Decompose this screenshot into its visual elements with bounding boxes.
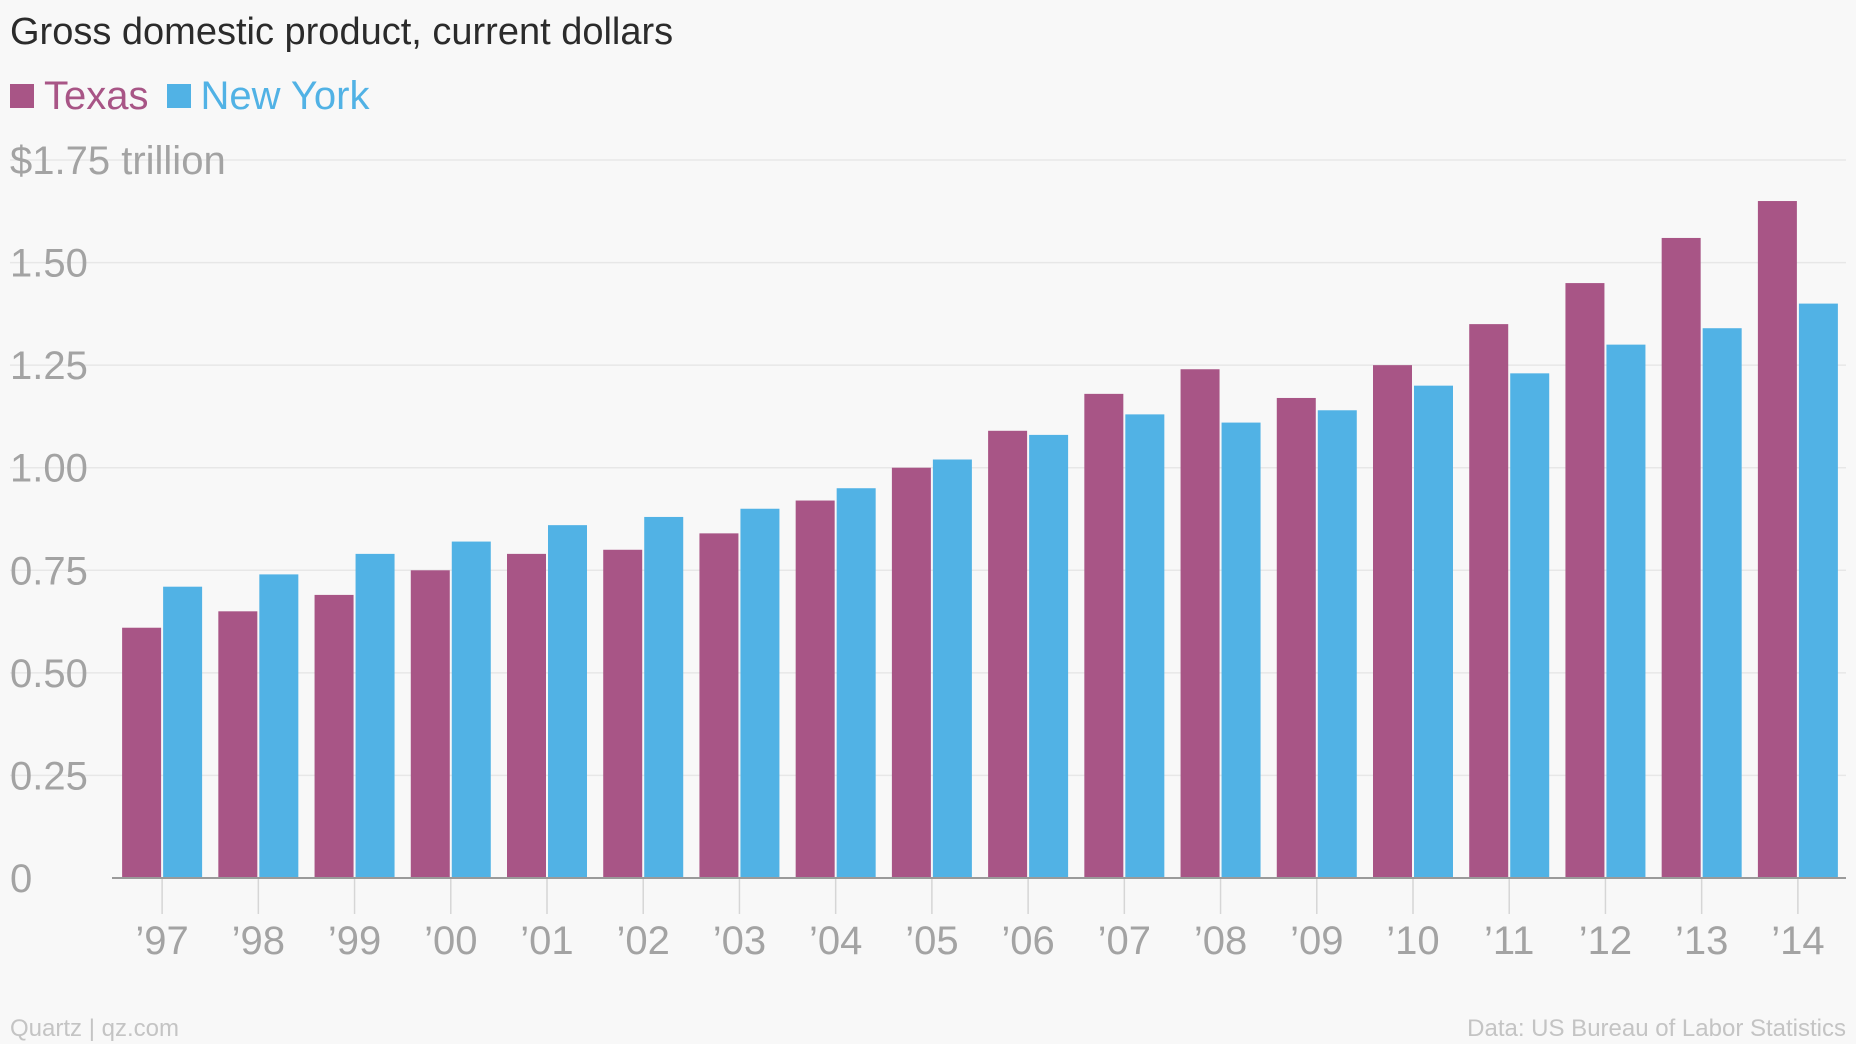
legend: Texas New York [10, 72, 387, 120]
x-tick-label: ’01 [520, 919, 573, 963]
x-tick-label: ’08 [1194, 919, 1247, 963]
bar-new-york [355, 553, 395, 878]
legend-swatch-new-york [166, 84, 191, 108]
bar-texas [218, 611, 258, 878]
bar-new-york [1125, 414, 1165, 878]
y-tick-label: 1.00 [10, 447, 88, 491]
y-tick-label: 0.75 [10, 549, 88, 593]
bar-new-york [163, 586, 203, 878]
x-tick-label: ’98 [232, 919, 285, 963]
bar-new-york [932, 459, 972, 878]
y-tick-label: 0.50 [10, 652, 88, 696]
legend-swatch-texas [10, 84, 34, 108]
footer-source: Data: US Bureau of Labor Statistics [1467, 1015, 1846, 1042]
x-tick-label: ’07 [1098, 919, 1151, 963]
y-tick-label: 0.25 [10, 754, 88, 798]
legend-item-texas: Texas [10, 72, 149, 120]
bar-texas [122, 627, 162, 878]
bar-new-york [644, 516, 684, 878]
x-tick-label: ’02 [617, 919, 670, 963]
x-tick-label: ’03 [713, 919, 766, 963]
bar-texas [795, 500, 835, 878]
bar-texas [1565, 283, 1605, 879]
bar-texas [988, 430, 1028, 878]
x-tick-label: ’04 [809, 919, 862, 963]
bar-texas [1661, 237, 1701, 878]
bar-texas [891, 467, 931, 878]
x-tick-label: ’00 [424, 919, 477, 963]
y-tick-label: 1.25 [10, 344, 88, 388]
bar-new-york [1510, 373, 1550, 878]
bar-new-york [740, 508, 780, 878]
chart-title: Gross domestic product, current dollars [10, 11, 674, 53]
bar-new-york [836, 488, 876, 878]
bar-chart: 0 0.25 0.50 0.75 1.00 1.25 1.50 $1.75 trillion ’… [10, 139, 1846, 963]
x-tick-label: ’12 [1579, 919, 1632, 963]
bar-new-york [1414, 385, 1453, 878]
bar-texas [1084, 393, 1124, 878]
bar-new-york [1798, 303, 1838, 879]
bar-texas [699, 533, 739, 878]
x-tick-label: ’10 [1386, 919, 1439, 963]
bar-new-york [548, 525, 587, 878]
bar-new-york [1029, 434, 1069, 878]
footer-credit: Quartz | qz.com [10, 1015, 179, 1042]
bar-texas [1180, 369, 1220, 878]
y-tick-label: $1.75 trillion [10, 139, 226, 183]
x-tick-label: ’14 [1771, 919, 1824, 963]
bar-texas [603, 549, 643, 878]
bar-texas [507, 553, 546, 878]
x-tick-label: ’13 [1675, 919, 1728, 963]
bar-texas [410, 570, 450, 878]
bar-new-york [451, 541, 491, 878]
bar-new-york [1221, 422, 1261, 878]
legend-label-texas: Texas [44, 74, 149, 118]
y-tick-label: 1.50 [10, 242, 88, 286]
bar-texas [1276, 397, 1316, 878]
bar-texas [314, 594, 354, 878]
bar-new-york [1317, 410, 1357, 878]
bar-new-york [259, 574, 299, 878]
legend-item-new-york: New York [166, 72, 370, 120]
x-tick-label: ’06 [1001, 919, 1054, 963]
x-tick-label: ’09 [1290, 919, 1343, 963]
legend-label-new-york: New York [200, 74, 370, 118]
x-tick-label: ’11 [1484, 919, 1534, 963]
bar-new-york [1606, 344, 1646, 879]
y-tick-label: 0 [10, 857, 32, 901]
x-tick-label: ’99 [328, 919, 381, 963]
bar-texas [1757, 201, 1797, 878]
bar-new-york [1702, 328, 1742, 878]
bar-texas [1469, 324, 1509, 879]
bar-texas [1373, 365, 1412, 879]
x-tick-label: ’05 [905, 919, 958, 963]
x-tick-label: ’97 [135, 919, 188, 963]
